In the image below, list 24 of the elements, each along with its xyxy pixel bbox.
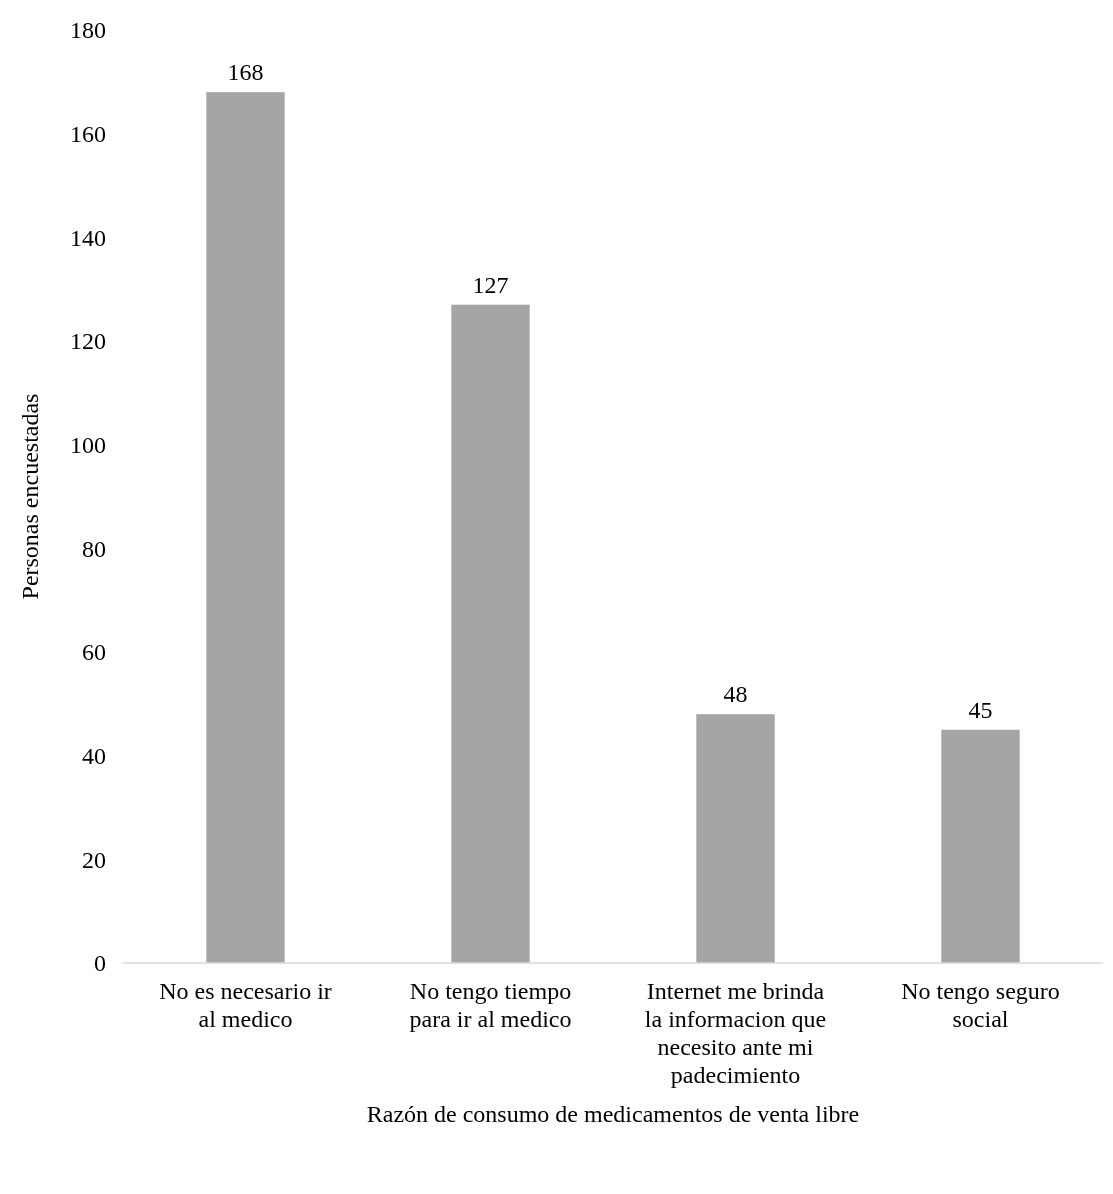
y-tick-label: 20 [82, 846, 106, 873]
y-axis-title: Personas encuestadas [17, 393, 43, 600]
bar [696, 714, 775, 963]
y-tick-label: 160 [70, 121, 106, 148]
y-tick-label: 120 [70, 328, 106, 355]
data-label: 45 [968, 696, 993, 723]
data-label: 127 [472, 271, 509, 298]
data-label: 48 [723, 681, 748, 708]
y-tick-label: 40 [82, 743, 106, 770]
y-tick-label: 100 [70, 432, 106, 459]
bar [451, 304, 530, 963]
y-tick-label: 0 [94, 950, 106, 977]
y-tick-label: 180 [70, 17, 106, 44]
bar [206, 92, 285, 963]
x-tick-label: No tengo tiempo para ir al medico [409, 978, 572, 1032]
y-tick-label: 60 [82, 639, 106, 666]
bar [941, 729, 1020, 963]
y-tick-label: 80 [82, 535, 106, 562]
y-tick-label: 140 [70, 224, 106, 251]
x-tick-label: No es necesario ir al medico [159, 978, 332, 1032]
x-axis-title: Razón de consumo de medicamentos de venta libre [366, 1101, 860, 1127]
x-tick-label: Internet me brinda la informacion que necesito ante mi padecimiento [644, 978, 827, 1088]
x-tick-label: No tengo seguro social [901, 978, 1060, 1032]
data-label: 168 [227, 59, 264, 86]
